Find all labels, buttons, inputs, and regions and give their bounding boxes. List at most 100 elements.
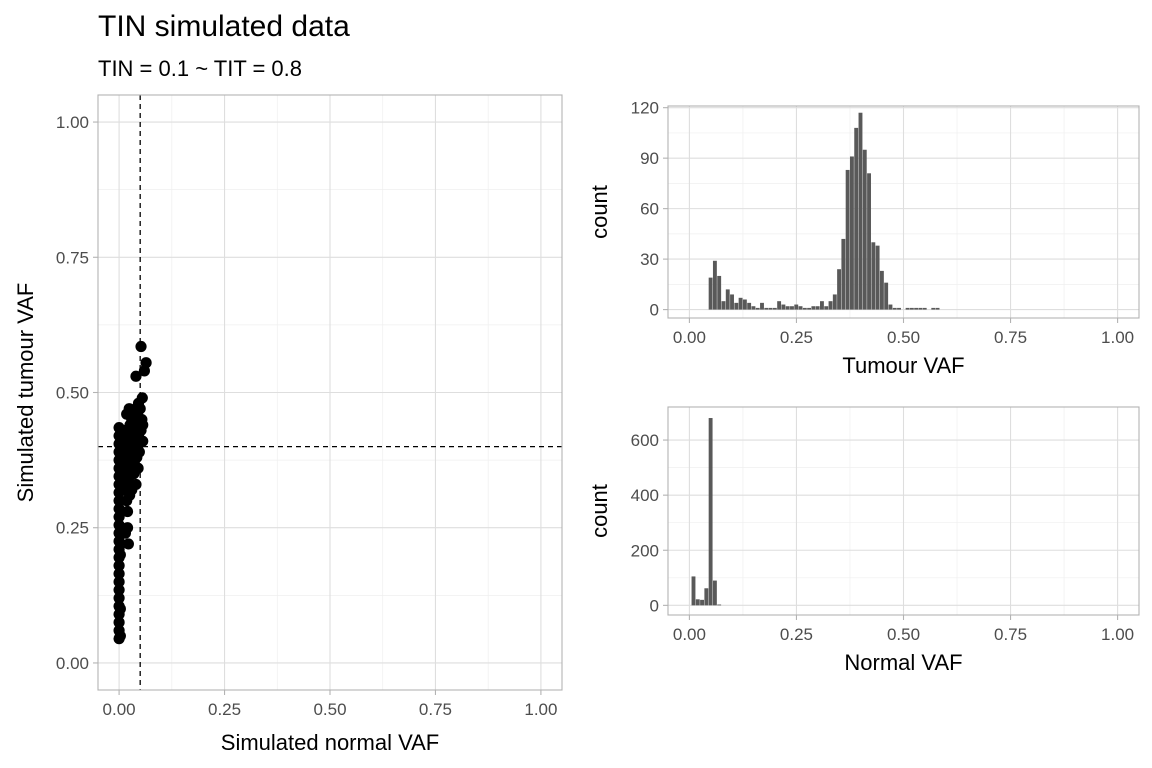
histogram-bar bbox=[751, 306, 756, 310]
histogram-bar bbox=[884, 282, 889, 310]
histogram-bar bbox=[777, 301, 782, 310]
x-tick-label: 0.75 bbox=[994, 328, 1027, 347]
scatter-point bbox=[113, 584, 125, 596]
histogram-bar bbox=[811, 306, 816, 310]
figure-title: TIN simulated data bbox=[98, 10, 350, 43]
scatter-point bbox=[113, 511, 125, 523]
histogram-bar bbox=[845, 169, 850, 310]
scatter-point bbox=[124, 489, 136, 501]
histogram-bar bbox=[760, 302, 764, 310]
histogram-bar bbox=[837, 269, 842, 310]
tumour-y-axis-title: count bbox=[587, 185, 612, 239]
histogram-bar bbox=[785, 306, 790, 310]
histogram-bar bbox=[695, 599, 700, 606]
histogram-bar bbox=[721, 301, 726, 310]
tumour-x-axis-title: Tumour VAF bbox=[842, 353, 964, 378]
y-tick-label: 30 bbox=[640, 250, 659, 269]
scatter-point bbox=[113, 519, 125, 531]
scatter-panel: 0.00 0.25 0.50 0.75 1.00 0.00 0.25 0.50 0.75 1.00… bbox=[13, 94, 563, 755]
histogram-bar bbox=[700, 599, 704, 606]
y-tick-label: 120 bbox=[631, 99, 659, 118]
x-tick-label: 1.00 bbox=[1101, 328, 1134, 347]
histogram-bar bbox=[854, 127, 859, 310]
histogram-bar bbox=[691, 576, 696, 606]
y-tick-label: 0.50 bbox=[56, 384, 89, 403]
x-tick-label: 1.00 bbox=[1101, 625, 1134, 644]
normal-histogram-panel: 0.00 0.25 0.50 0.75 1.00 0 200 400 600 Normal VAF… bbox=[587, 406, 1140, 675]
histogram-bar bbox=[931, 307, 936, 310]
scatter-point bbox=[113, 616, 125, 628]
x-tick-label: 0.50 bbox=[313, 700, 346, 719]
histogram-bar bbox=[841, 238, 846, 310]
scatter-point bbox=[134, 403, 146, 415]
histogram-bar bbox=[815, 306, 820, 310]
scatter-point bbox=[135, 340, 147, 353]
y-tick-label: 90 bbox=[640, 149, 659, 168]
scatter-y-axis-title: Simulated tumour VAF bbox=[13, 283, 38, 503]
y-tick-label: 0 bbox=[650, 301, 659, 320]
histogram-bar bbox=[879, 270, 884, 310]
histogram-bar bbox=[832, 294, 837, 310]
histogram-bar bbox=[747, 302, 752, 310]
histogram-bar bbox=[871, 242, 876, 310]
histogram-bar bbox=[820, 301, 824, 310]
scatter-x-axis-title: Simulated normal VAF bbox=[221, 730, 439, 755]
scatter-point bbox=[113, 592, 125, 604]
y-tick-label: 0.25 bbox=[56, 519, 89, 538]
scatter-point bbox=[123, 403, 135, 415]
histogram-bar bbox=[794, 304, 799, 310]
histogram-bar bbox=[742, 299, 747, 310]
scatter-point bbox=[130, 370, 142, 382]
scatter-point bbox=[114, 603, 126, 615]
histogram-bar bbox=[708, 418, 713, 606]
histogram-bar bbox=[717, 275, 722, 310]
scatter-point bbox=[140, 357, 152, 369]
scatter-point bbox=[133, 446, 145, 458]
histogram-bar bbox=[802, 307, 807, 310]
histogram-bar bbox=[867, 173, 871, 310]
x-tick-label: 0.25 bbox=[780, 625, 813, 644]
scatter-point bbox=[121, 522, 134, 534]
scatter-point bbox=[113, 535, 125, 547]
histogram-bar bbox=[704, 588, 709, 606]
scatter-point bbox=[122, 538, 134, 550]
tumour-histogram-panel: 0.00 0.25 0.50 0.75 1.00 0 30 60 90 120 Tumour VAF… bbox=[587, 99, 1140, 378]
histogram-bar bbox=[781, 304, 786, 310]
histogram-bar bbox=[734, 302, 739, 310]
y-tick-label: 0.75 bbox=[56, 248, 89, 267]
histogram-bar bbox=[764, 307, 769, 310]
x-tick-label: 0.50 bbox=[887, 625, 920, 644]
histogram-bar bbox=[712, 580, 717, 606]
y-tick-label: 0.00 bbox=[56, 654, 89, 673]
histogram-bar bbox=[772, 307, 777, 310]
y-tick-label: 600 bbox=[631, 431, 659, 450]
x-tick-label: 0.00 bbox=[103, 700, 136, 719]
figure-subtitle: TIN = 0.1 ~ TIT = 0.8 bbox=[98, 56, 302, 81]
normal-y-axis-title: count bbox=[587, 484, 612, 538]
histogram-bar bbox=[849, 156, 854, 310]
scatter-point bbox=[137, 419, 149, 431]
scatter-point bbox=[114, 549, 126, 561]
histogram-bar bbox=[755, 307, 760, 310]
histogram-bar bbox=[824, 306, 829, 310]
x-tick-label: 0.50 bbox=[887, 328, 920, 347]
y-tick-label: 400 bbox=[631, 486, 659, 505]
x-tick-label: 0.75 bbox=[994, 625, 1027, 644]
x-tick-label: 0.00 bbox=[673, 625, 706, 644]
histogram-bar bbox=[862, 149, 867, 310]
histogram-bar bbox=[828, 301, 833, 310]
y-tick-label: 0 bbox=[650, 596, 659, 615]
scatter-point bbox=[136, 392, 148, 404]
histogram-bar bbox=[875, 245, 880, 310]
normal-x-axis-title: Normal VAF bbox=[844, 650, 962, 675]
y-tick-label: 200 bbox=[631, 541, 659, 560]
histogram-bar bbox=[892, 307, 897, 310]
histogram-bar bbox=[790, 306, 794, 310]
scatter-point bbox=[113, 576, 125, 588]
scatter-point bbox=[121, 505, 134, 518]
x-tick-label: 1.00 bbox=[524, 700, 557, 719]
y-tick-label: 1.00 bbox=[56, 113, 89, 132]
histogram-bar bbox=[712, 260, 717, 310]
scatter-point bbox=[114, 630, 126, 642]
